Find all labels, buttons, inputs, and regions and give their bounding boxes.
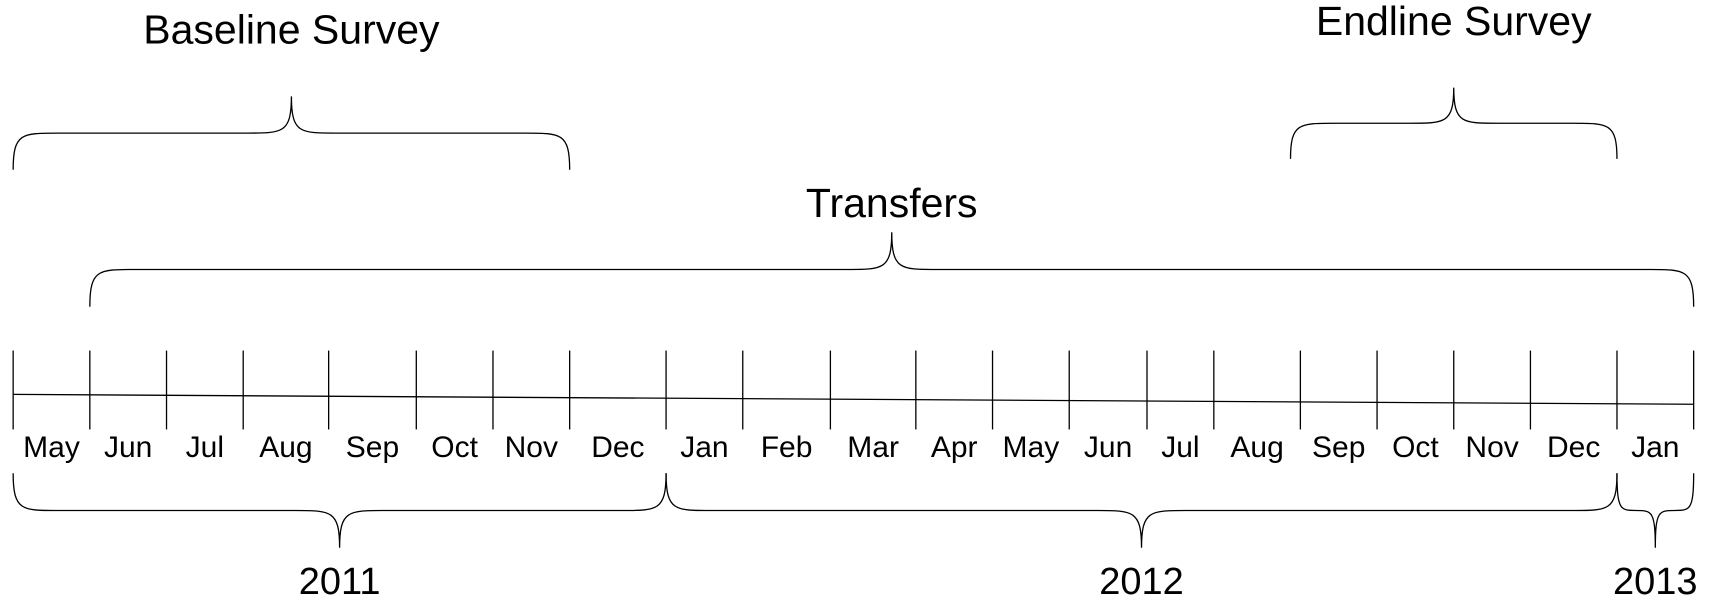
month-label: Nov (505, 431, 558, 464)
timeline-axis (13, 393, 1694, 405)
month-label: Mar (847, 431, 899, 464)
month-label: Apr (931, 431, 978, 464)
year-label: 2013 (1613, 561, 1698, 602)
month-label: Sep (1312, 431, 1365, 464)
month-label: May (1003, 431, 1060, 464)
year-label: 2011 (299, 561, 381, 602)
month-label: Jul (186, 431, 224, 464)
month-label: Dec (1547, 431, 1600, 464)
month-label: Oct (1392, 431, 1439, 464)
month-label: Aug (259, 431, 312, 464)
year-brace (665, 473, 1618, 548)
phase-brace (1289, 87, 1618, 159)
month-label: Jan (680, 431, 728, 464)
month-label: Nov (1465, 431, 1518, 464)
month-label: Feb (761, 431, 813, 464)
phase-brace (89, 232, 1695, 307)
month-label: May (23, 431, 80, 464)
phase-label: Endline Survey (1316, 0, 1592, 44)
month-label: Jan (1631, 431, 1679, 464)
year-brace (12, 473, 667, 548)
month-label: Jul (1161, 431, 1199, 464)
month-label: Jun (104, 431, 152, 464)
year-label: 2012 (1099, 561, 1184, 602)
year-brace (1616, 473, 1695, 548)
month-label: Dec (591, 431, 644, 464)
month-label: Jun (1084, 431, 1132, 464)
month-label: Sep (346, 431, 399, 464)
phase-label: Transfers (806, 180, 978, 226)
month-label: Aug (1230, 431, 1283, 464)
phase-brace (12, 96, 571, 170)
month-label: Oct (431, 431, 478, 464)
phase-label: Baseline Survey (143, 7, 440, 53)
